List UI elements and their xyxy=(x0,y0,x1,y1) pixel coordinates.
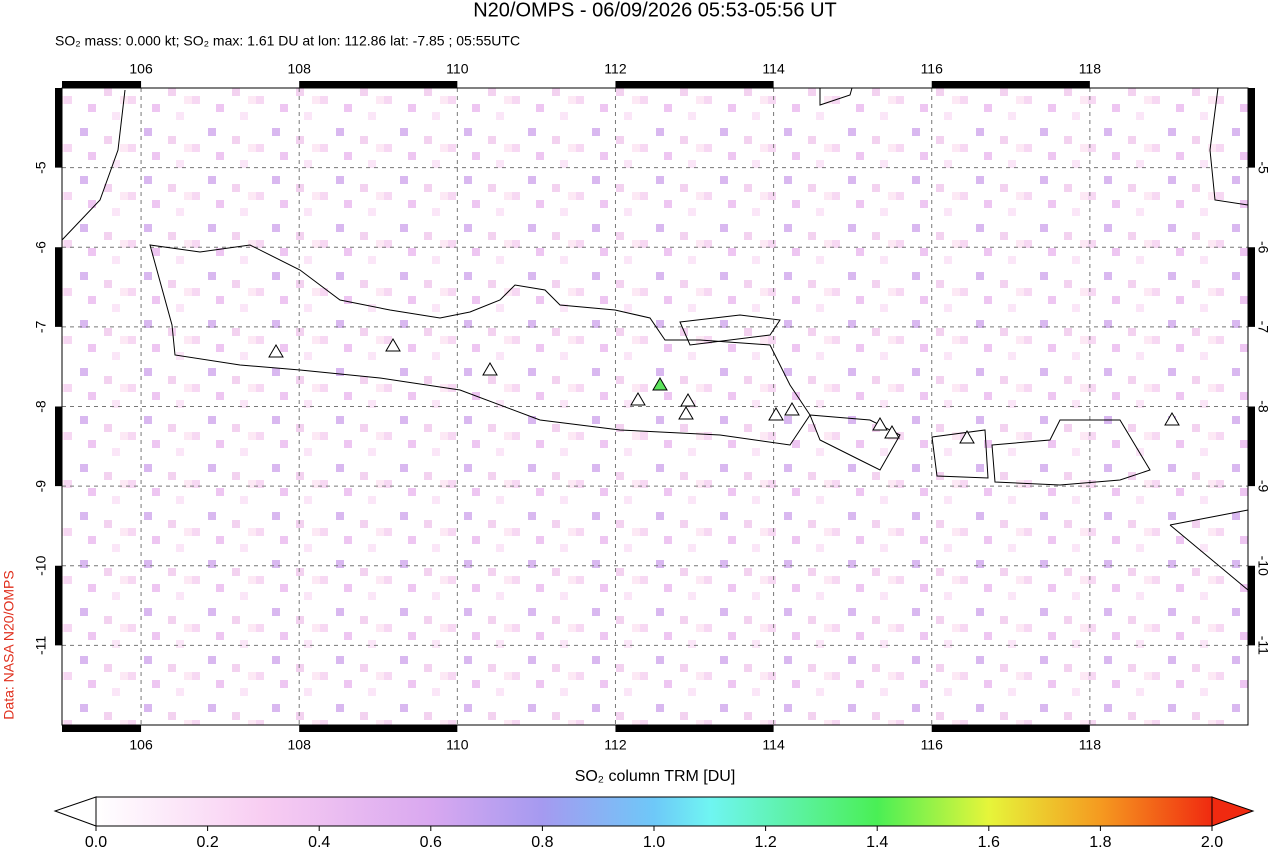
frame-bar xyxy=(1248,565,1255,646)
lat-tick-label: -8 xyxy=(33,400,49,413)
colorbar-tick-label: 0.2 xyxy=(196,834,218,851)
colorbar-tick-label: 0.4 xyxy=(308,834,330,851)
volcano xyxy=(884,425,900,439)
frame-bar xyxy=(1248,406,1255,487)
coastline xyxy=(1209,87,1249,206)
colorbar-tick-label: 2.0 xyxy=(1201,834,1223,851)
lon-tick-label: 106 xyxy=(129,737,153,753)
colorbar-tick-label: 0.6 xyxy=(420,834,442,851)
colorbar-high-arrow xyxy=(1211,796,1255,827)
lat-tick-label: -9 xyxy=(33,480,49,493)
volcano xyxy=(680,393,696,407)
coastline xyxy=(809,414,901,471)
frame-bar xyxy=(931,725,1090,732)
lon-tick-label: 112 xyxy=(604,737,627,753)
lat-tick-label: -10 xyxy=(1255,556,1271,576)
colorbar xyxy=(95,796,1213,827)
coastline xyxy=(819,87,853,106)
volcano xyxy=(768,407,784,421)
lon-tick-label: 108 xyxy=(288,737,312,753)
volcano xyxy=(268,344,284,358)
coastline xyxy=(61,89,126,241)
lon-tick-label: 118 xyxy=(1079,737,1102,753)
frame-bar xyxy=(615,81,774,88)
frame-bar xyxy=(615,725,774,732)
lat-tick-label: -10 xyxy=(33,555,49,575)
frame-bar xyxy=(299,81,458,88)
volcano xyxy=(784,402,800,416)
coastline xyxy=(149,244,811,446)
coastlines xyxy=(61,87,1249,591)
volcano xyxy=(678,406,694,420)
volcano xyxy=(385,338,401,352)
subtitle: SO₂ mass: 0.000 kt; SO₂ max: 1.61 DU at … xyxy=(55,33,520,49)
coastline xyxy=(679,314,781,346)
frame-bar xyxy=(55,247,62,327)
coastline xyxy=(991,419,1151,486)
volcano xyxy=(959,430,975,444)
frame-bar xyxy=(55,406,62,487)
colorbar-low-arrow xyxy=(53,796,97,827)
lat-tick-label: -7 xyxy=(33,320,49,333)
frame-bar xyxy=(931,81,1090,88)
lat-tick-label: -9 xyxy=(1255,480,1271,493)
colorbar-tick-label: 1.0 xyxy=(643,834,665,851)
frame-bar xyxy=(62,81,142,88)
lat-tick-label: -6 xyxy=(33,241,49,254)
frame-bar xyxy=(55,88,62,168)
volcano xyxy=(630,392,646,406)
lat-tick-label: -5 xyxy=(1255,161,1271,174)
credit: Data: NASA N20/OMPS xyxy=(1,570,17,719)
lon-tick-label: 118 xyxy=(1079,61,1102,77)
colorbar-tick-label: 0.8 xyxy=(531,834,553,851)
volcano xyxy=(652,377,668,391)
lon-tick-label: 110 xyxy=(446,61,469,77)
colorbar-label: SO₂ column TRM [DU] xyxy=(575,768,736,785)
lat-tick-label: -8 xyxy=(1255,400,1271,413)
lat-tick-label: -11 xyxy=(33,636,49,655)
lat-tick-label: -11 xyxy=(1255,636,1271,655)
frame-bar xyxy=(1248,247,1255,327)
title: N20/OMPS - 06/09/2026 05:53-05:56 UT xyxy=(473,0,837,21)
colorbar-tick-label: 1.8 xyxy=(1089,834,1111,851)
volcanoes xyxy=(268,338,1180,444)
frame-bar xyxy=(62,725,142,732)
frame-bar xyxy=(299,725,458,732)
lat-tick-label: -5 xyxy=(33,161,49,174)
colorbar-tick-label: 1.4 xyxy=(866,834,888,851)
frame-bars xyxy=(55,81,1255,732)
lat-tick-label: -6 xyxy=(1255,241,1271,254)
colorbar-tick-label: 1.6 xyxy=(978,834,1000,851)
frame-bar xyxy=(55,565,62,646)
lon-tick-label: 116 xyxy=(921,61,944,77)
lon-tick-label: 106 xyxy=(129,61,153,77)
grid xyxy=(62,88,1248,725)
volcano xyxy=(1164,412,1180,426)
lon-tick-label: 114 xyxy=(762,737,785,753)
coastline xyxy=(1169,509,1249,591)
volcano xyxy=(872,417,888,431)
lon-tick-label: 116 xyxy=(921,737,944,753)
lat-tick-label: -7 xyxy=(1255,321,1271,334)
frame-bar xyxy=(1248,88,1255,168)
lon-tick-label: 110 xyxy=(446,737,469,753)
volcano xyxy=(482,362,498,376)
lon-tick-label: 114 xyxy=(762,61,785,77)
colorbar-tick-label: 1.2 xyxy=(754,834,776,851)
colorbar-tick-label: 0.0 xyxy=(85,834,107,851)
lon-tick-label: 108 xyxy=(288,61,312,77)
lon-tick-label: 112 xyxy=(604,61,627,77)
